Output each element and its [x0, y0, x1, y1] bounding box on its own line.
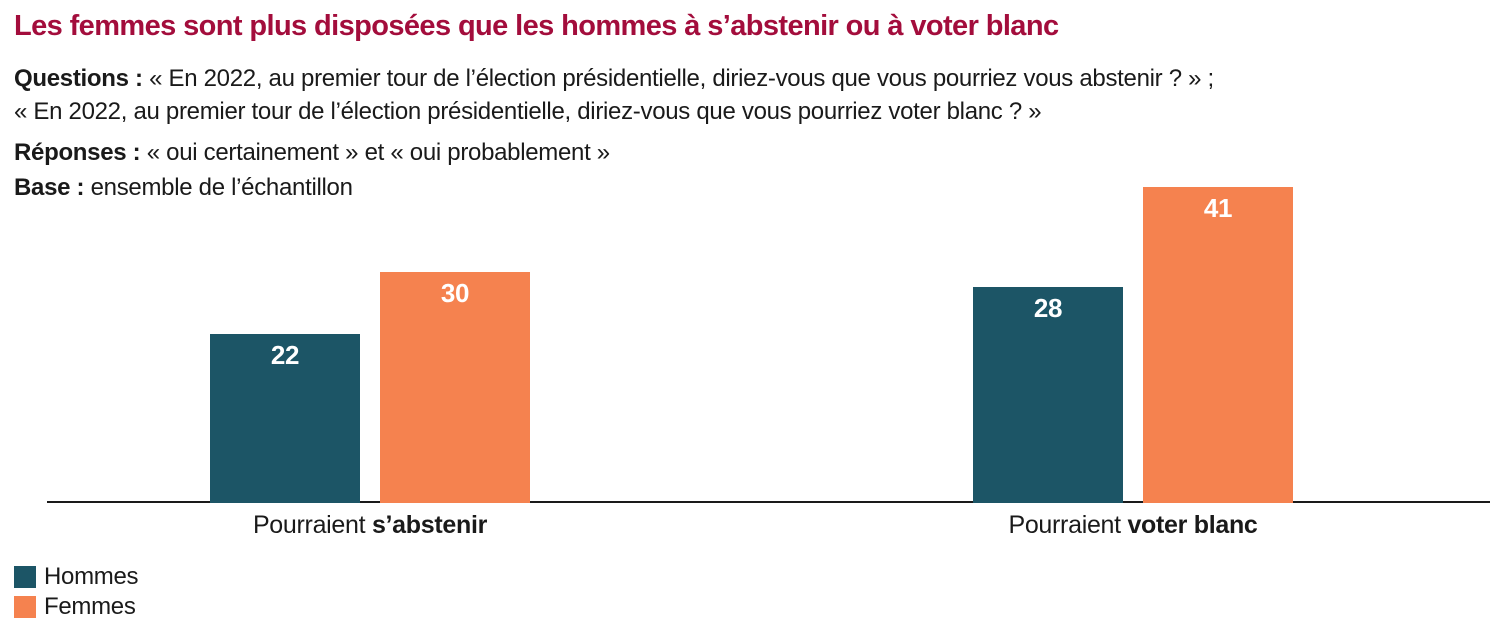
- bar-value-label: 22: [270, 340, 300, 370]
- bar-femmes-2: 41: [1143, 187, 1293, 503]
- category-label-abstenir: Pourraient s’abstenir: [210, 511, 530, 540]
- bar-hommes-1: 22: [210, 334, 360, 503]
- legend-item-hommes: Hommes: [14, 563, 139, 590]
- responses-label: Réponses :: [14, 139, 141, 166]
- category-prefix: Pourraient: [252, 511, 372, 539]
- femmes-color-swatch: [14, 596, 36, 618]
- page-title: Les femmes sont plus disposées que les h…: [14, 10, 1059, 42]
- responses-text: Réponses : « oui certainement » et « oui…: [14, 136, 610, 169]
- bar-value-label: 30: [440, 278, 470, 308]
- question-2: « En 2022, au premier tour de l’élection…: [14, 98, 1042, 125]
- hommes-color-swatch: [14, 566, 36, 588]
- responses-value: « oui certainement » et « oui probableme…: [146, 139, 610, 166]
- base-text: Base : ensemble de l’échantillon: [14, 171, 353, 204]
- bar-value-label: 28: [1033, 293, 1063, 323]
- questions-label: Questions :: [14, 65, 143, 92]
- category-label-voter-blanc: Pourraient voter blanc: [973, 511, 1293, 540]
- bar-value-label: 41: [1203, 193, 1233, 223]
- x-axis-line: [47, 501, 1490, 503]
- chart-legend: Hommes Femmes: [14, 563, 139, 626]
- bar-femmes-1: 30: [380, 272, 530, 503]
- legend-label-hommes: Hommes: [44, 563, 139, 590]
- legend-item-femmes: Femmes: [14, 593, 138, 620]
- category-emphasis: s’abstenir: [371, 511, 488, 539]
- category-emphasis: voter blanc: [1127, 511, 1258, 539]
- bar-hommes-2: 28: [973, 287, 1123, 503]
- legend-label-femmes: Femmes: [44, 593, 136, 620]
- base-value: ensemble de l’échantillon: [90, 174, 353, 201]
- base-label: Base :: [14, 174, 85, 201]
- question-1: « En 2022, au premier tour de l’élection…: [149, 65, 1214, 92]
- questions-text: Questions : « En 2022, au premier tour d…: [14, 62, 1214, 128]
- category-prefix: Pourraient: [1008, 511, 1128, 539]
